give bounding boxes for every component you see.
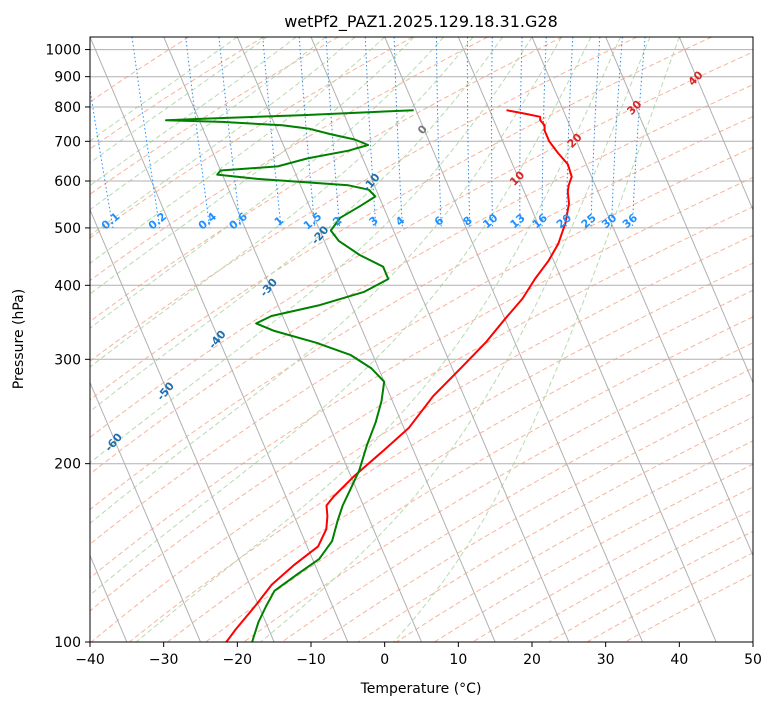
mixing-ratio-line <box>90 86 114 228</box>
x-axis-label: Temperature (°C) <box>360 681 482 697</box>
y-axis: 100 200 300 400 500 600 700 800 900 1000 <box>45 43 90 651</box>
dry-adiabat-line <box>167 289 753 642</box>
dry-adiabat-line <box>90 84 753 475</box>
y-tick-label: 100 <box>54 635 81 651</box>
mixing-ratio-line <box>218 37 241 228</box>
moist-adiabat-line <box>90 37 503 412</box>
moist-adiabat-line <box>90 37 327 211</box>
isotherm-line <box>90 208 275 642</box>
moist-adiabat-line <box>90 37 474 368</box>
dry-adiabat-line <box>90 146 753 545</box>
dry-adiabat-line <box>90 37 712 401</box>
dry-adiabat-line <box>90 37 638 362</box>
x-tick-label: 50 <box>744 652 762 668</box>
moist-adiabat-line <box>90 37 238 142</box>
mixing-ratio-lines <box>90 37 646 228</box>
x-tick-label: −30 <box>149 652 179 668</box>
moist-adiabat-line <box>135 37 621 642</box>
plot-frame <box>89 36 754 643</box>
isotherm-line <box>90 381 202 642</box>
dry-adiabat-line <box>281 367 753 642</box>
dry-adiabat-line <box>90 37 563 323</box>
x-axis: −40 −30 −20 −10 0 10 20 30 40 50 <box>75 642 762 668</box>
moist-adiabat-line <box>90 37 386 264</box>
x-tick-label: 0 <box>380 652 389 668</box>
mixing-ratio-line <box>262 37 282 228</box>
y-tick-label: 600 <box>54 174 81 190</box>
isotherm-line <box>163 37 423 642</box>
temperature-profile <box>225 109 573 642</box>
moist-adiabat-line <box>90 37 533 464</box>
mixing-ratio-line <box>131 37 161 228</box>
moist-adiabat-line <box>90 37 356 237</box>
y-tick-label: 200 <box>54 457 81 473</box>
mixing-ratio-line <box>298 37 316 228</box>
y-tick-label: 500 <box>54 221 81 237</box>
x-tick-label: 40 <box>670 652 688 668</box>
y-axis-label: Pressure (hPa) <box>11 289 27 389</box>
moist-adiabat-line <box>90 37 592 596</box>
isotherm-line <box>310 37 570 642</box>
dry-adiabat-line <box>90 51 753 438</box>
y-tick-label: 1000 <box>45 43 81 59</box>
moist-adiabat-line <box>90 37 268 164</box>
dry-adiabat-line <box>90 176 753 579</box>
y-tick-label: 400 <box>54 278 81 294</box>
isotherm-line <box>236 37 496 642</box>
x-tick-label: 20 <box>523 652 541 668</box>
y-tick-label: 900 <box>54 70 81 86</box>
isotherm-line <box>678 37 753 212</box>
isotherm-line <box>605 37 753 384</box>
y-tick-label: 300 <box>54 352 81 368</box>
mixing-ratio-line <box>185 37 211 228</box>
x-tick-label: −10 <box>296 652 326 668</box>
dewpoint-profile <box>165 109 414 642</box>
mixing-ratio-line <box>631 37 646 228</box>
x-tick-label: −40 <box>75 652 105 668</box>
x-tick-label: −20 <box>223 652 253 668</box>
dry-adiabat-line <box>90 37 264 150</box>
dry-adiabat-line <box>90 37 488 282</box>
profiles <box>165 109 573 642</box>
y-tick-label: 700 <box>54 134 81 150</box>
dry-adiabat-line <box>90 37 339 195</box>
x-tick-label: 10 <box>449 652 467 668</box>
dry-adiabat-line <box>205 316 753 642</box>
moist-adiabat-line <box>393 37 680 642</box>
dry-adiabat-line <box>90 206 753 612</box>
isotherm-line <box>384 37 644 642</box>
isotherm-line <box>457 37 717 642</box>
x-tick-label: 30 <box>597 652 615 668</box>
y-tick-label: 800 <box>54 100 81 116</box>
isotherm-line <box>90 554 128 642</box>
dry-adiabat-line <box>243 342 753 642</box>
chart-title: wetPf2_PAZ1.2025.129.18.31.G28 <box>284 12 558 32</box>
moist-adiabat-line <box>90 37 444 329</box>
isotherm-line <box>531 37 753 557</box>
grid-lines <box>90 37 753 642</box>
moist-adiabat-line <box>90 37 562 524</box>
plot-area <box>90 37 753 642</box>
